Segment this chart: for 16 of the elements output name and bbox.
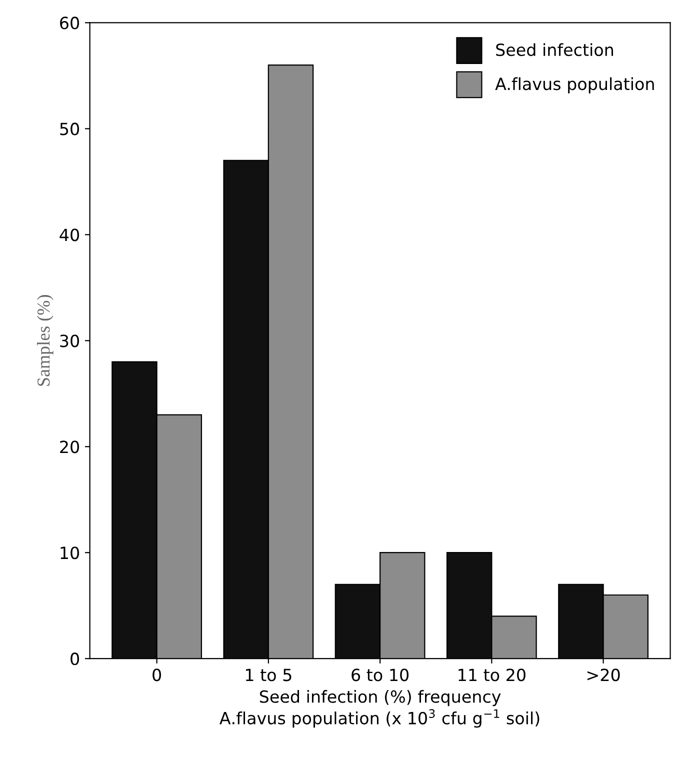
y-tick-label: 0 <box>70 652 79 666</box>
y-tick-label: 10 <box>60 546 79 560</box>
y-tick-label: 20 <box>60 440 79 454</box>
legend-label: Seed infection <box>496 43 614 56</box>
legend-label: A.flavus population <box>495 77 654 94</box>
x-axis-title: Seed infection (%) frequency A.flavus population (x 10$^{3}$ cfu g$^{−1}$ soil) <box>220 690 540 728</box>
y-axis-title: Samples (%) <box>36 295 54 386</box>
x-tick-label: 6 to 10 <box>352 668 409 682</box>
x-tick-label: 0 <box>152 668 161 682</box>
y-tick-label: 30 <box>60 334 79 348</box>
x-tick-label: 1 to 5 <box>246 668 292 682</box>
y-tick-label: 60 <box>60 16 79 30</box>
y-tick-label: 40 <box>60 228 79 242</box>
y-tick-label: 50 <box>60 122 79 136</box>
x-tick-label: 11 to 20 <box>458 668 526 682</box>
x-tick-label: >20 <box>587 668 620 682</box>
